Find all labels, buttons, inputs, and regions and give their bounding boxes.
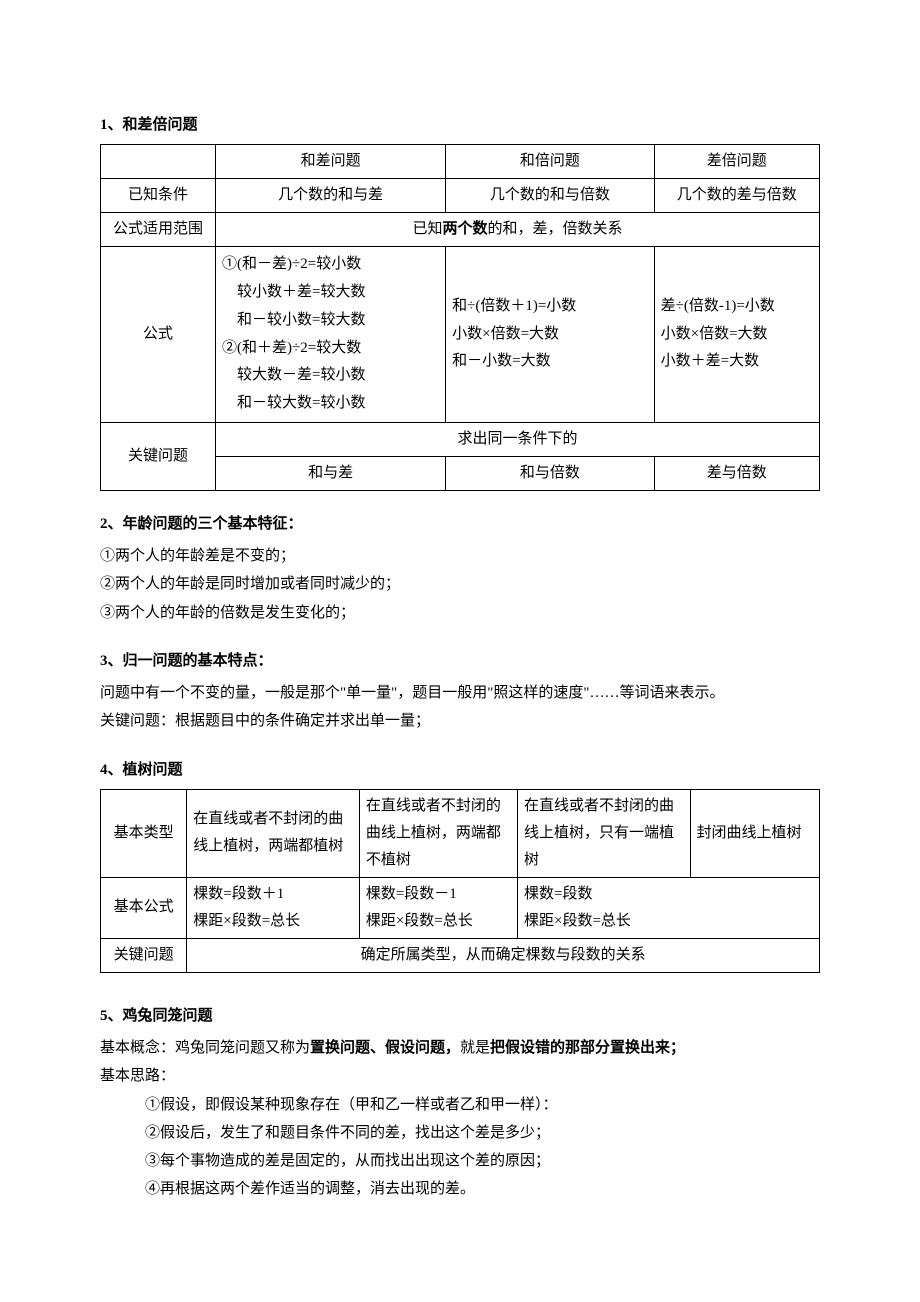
section-2-title: 2、年龄问题的三个基本特征： (100, 511, 820, 537)
formula-line: 小数×倍数=大数 (661, 321, 813, 349)
cell: 几个数的差与倍数 (654, 179, 819, 213)
section-3-num: 3 (100, 653, 108, 669)
formula-line: 差÷(倍数-1)=小数 (661, 293, 813, 321)
formula-line: 棵数=段数 (524, 881, 813, 908)
section-4-text: 、植树问题 (108, 762, 183, 778)
cell: 和÷(倍数＋1)=小数 小数×倍数=大数 和－小数=大数 (446, 247, 655, 423)
table-row: 关键问题 确定所属类型，从而确定棵数与段数的关系 (101, 938, 820, 972)
text-bold: 把假设错的那部分置换出来； (490, 1040, 685, 1056)
cell: 和与差 (216, 456, 446, 490)
cell: 基本类型 (101, 789, 187, 877)
section-3: 3、归一问题的基本特点： 问题中有一个不变的量，一般是那个"单一量"，题目一般用… (100, 648, 820, 735)
formula-line: 和－较小数=较大数 (222, 307, 439, 335)
section-4-num: 4 (100, 762, 108, 778)
text: 基本概念：鸡兔同笼问题又称为 (100, 1040, 310, 1056)
formula-line: 棵距×段数=总长 (524, 908, 813, 935)
body-line: ③两个人的年龄的倍数是发生变化的； (100, 600, 820, 626)
section-2: 2、年龄问题的三个基本特征： ①两个人的年龄差是不变的； ②两个人的年龄是同时增… (100, 511, 820, 626)
formula-line: 小数＋差=大数 (661, 348, 813, 376)
body-line: ②假设后，发生了和题目条件不同的差，找出这个差是多少； (100, 1120, 820, 1146)
body-line: 基本思路： (100, 1063, 820, 1089)
cell: 棵数=段数 棵距×段数=总长 (517, 877, 819, 938)
cell (101, 145, 216, 179)
body-line: 关键问题：根据题目中的条件确定并求出单一量； (100, 708, 820, 734)
cell: 关键问题 (101, 422, 216, 490)
cell: 已知两个数的和，差，倍数关系 (216, 213, 820, 247)
cell: 棵数=段数－1 棵距×段数=总长 (359, 877, 517, 938)
text-bold: 置换问题、假设问题， (310, 1040, 460, 1056)
cell: 和倍问题 (446, 145, 655, 179)
section-2-text: 、年龄问题的三个基本特征： (108, 516, 303, 532)
table-4: 基本类型 在直线或者不封闭的曲线上植树，两端都植树 在直线或者不封闭的曲线上植树… (100, 789, 820, 973)
cell: 封闭曲线上植树 (690, 789, 819, 877)
body-line: ①两个人的年龄差是不变的； (100, 543, 820, 569)
table-row: 已知条件 几个数的和与差 几个数的和与倍数 几个数的差与倍数 (101, 179, 820, 213)
body-line: ③每个事物造成的差是固定的，从而找出出现这个差的原因； (100, 1148, 820, 1174)
cell: ①(和－差)÷2=较小数 较小数＋差=较大数 和－较小数=较大数 ②(和＋差)÷… (216, 247, 446, 423)
table-row: 关键问题 求出同一条件下的 (101, 422, 820, 456)
cell: 几个数的和与倍数 (446, 179, 655, 213)
formula-line: ②(和＋差)÷2=较大数 (222, 335, 439, 363)
body-line: 问题中有一个不变的量，一般是那个"单一量"，题目一般用"照这样的速度"……等词语… (100, 680, 820, 706)
formula-line: 棵距×段数=总长 (366, 908, 511, 935)
section-1: 1、和差倍问题 和差问题 和倍问题 差倍问题 已知条件 几个数的和与差 几个数的… (100, 112, 820, 491)
body-line: ④再根据这两个差作适当的调整，消去出现的差。 (100, 1176, 820, 1202)
body-line: ②两个人的年龄是同时增加或者同时减少的； (100, 571, 820, 597)
section-5-text: 、鸡兔同笼问题 (108, 1008, 213, 1024)
cell: 差倍问题 (654, 145, 819, 179)
formula-line: 和－小数=大数 (452, 348, 648, 376)
text: 已知 (412, 221, 442, 237)
cell: 公式 (101, 247, 216, 423)
text: 就是 (460, 1040, 490, 1056)
formula-line: 棵数=段数＋1 (193, 881, 353, 908)
table-1: 和差问题 和倍问题 差倍问题 已知条件 几个数的和与差 几个数的和与倍数 几个数… (100, 144, 820, 491)
section-5-title: 5、鸡兔同笼问题 (100, 1003, 820, 1029)
cell: 和差问题 (216, 145, 446, 179)
cell: 公式适用范围 (101, 213, 216, 247)
formula-line: 和－较大数=较小数 (222, 390, 439, 418)
table-row: 公式 ①(和－差)÷2=较小数 较小数＋差=较大数 和－较小数=较大数 ②(和＋… (101, 247, 820, 423)
table-row: 基本类型 在直线或者不封闭的曲线上植树，两端都植树 在直线或者不封闭的曲线上植树… (101, 789, 820, 877)
cell: 基本公式 (101, 877, 187, 938)
formula-line: 和÷(倍数＋1)=小数 (452, 293, 648, 321)
formula-line: 棵数=段数－1 (366, 881, 511, 908)
text: 的和，差，倍数关系 (488, 221, 623, 237)
section-4-title: 4、植树问题 (100, 757, 820, 783)
text-bold: 两个数 (443, 221, 488, 237)
body-line: 基本概念：鸡兔同笼问题又称为置换问题、假设问题，就是把假设错的那部分置换出来； (100, 1035, 820, 1061)
cell: 确定所属类型，从而确定棵数与段数的关系 (187, 938, 820, 972)
cell: 关键问题 (101, 938, 187, 972)
section-1-text: 、和差倍问题 (108, 117, 198, 133)
cell: 在直线或者不封闭的曲线上植树，两端都植树 (187, 789, 360, 877)
cell: 几个数的和与差 (216, 179, 446, 213)
cell: 在直线或者不封闭的曲线上植树，两端都不植树 (359, 789, 517, 877)
section-3-title: 3、归一问题的基本特点： (100, 648, 820, 674)
section-2-num: 2 (100, 516, 108, 532)
section-3-text: 、归一问题的基本特点： (108, 653, 273, 669)
section-1-title: 1、和差倍问题 (100, 112, 820, 138)
formula-line: 较大数－差=较小数 (222, 362, 439, 390)
cell: 差÷(倍数-1)=小数 小数×倍数=大数 小数＋差=大数 (654, 247, 819, 423)
cell: 差与倍数 (654, 456, 819, 490)
formula-line: 棵距×段数=总长 (193, 908, 353, 935)
section-5-num: 5 (100, 1008, 108, 1024)
cell: 在直线或者不封闭的曲线上植树，只有一端植树 (517, 789, 690, 877)
formula-line: ①(和－差)÷2=较小数 (222, 251, 439, 279)
table-row: 基本公式 棵数=段数＋1 棵距×段数=总长 棵数=段数－1 棵距×段数=总长 棵… (101, 877, 820, 938)
table-row: 公式适用范围 已知两个数的和，差，倍数关系 (101, 213, 820, 247)
section-1-num: 1 (100, 117, 108, 133)
section-4: 4、植树问题 基本类型 在直线或者不封闭的曲线上植树，两端都植树 在直线或者不封… (100, 757, 820, 973)
cell: 已知条件 (101, 179, 216, 213)
section-5: 5、鸡兔同笼问题 基本概念：鸡兔同笼问题又称为置换问题、假设问题，就是把假设错的… (100, 1003, 820, 1203)
cell: 求出同一条件下的 (216, 422, 820, 456)
formula-line: 较小数＋差=较大数 (222, 279, 439, 307)
cell: 棵数=段数＋1 棵距×段数=总长 (187, 877, 360, 938)
body-line: ①假设，即假设某种现象存在（甲和乙一样或者乙和甲一样）： (100, 1092, 820, 1118)
formula-line: 小数×倍数=大数 (452, 321, 648, 349)
cell: 和与倍数 (446, 456, 655, 490)
table-row: 和差问题 和倍问题 差倍问题 (101, 145, 820, 179)
